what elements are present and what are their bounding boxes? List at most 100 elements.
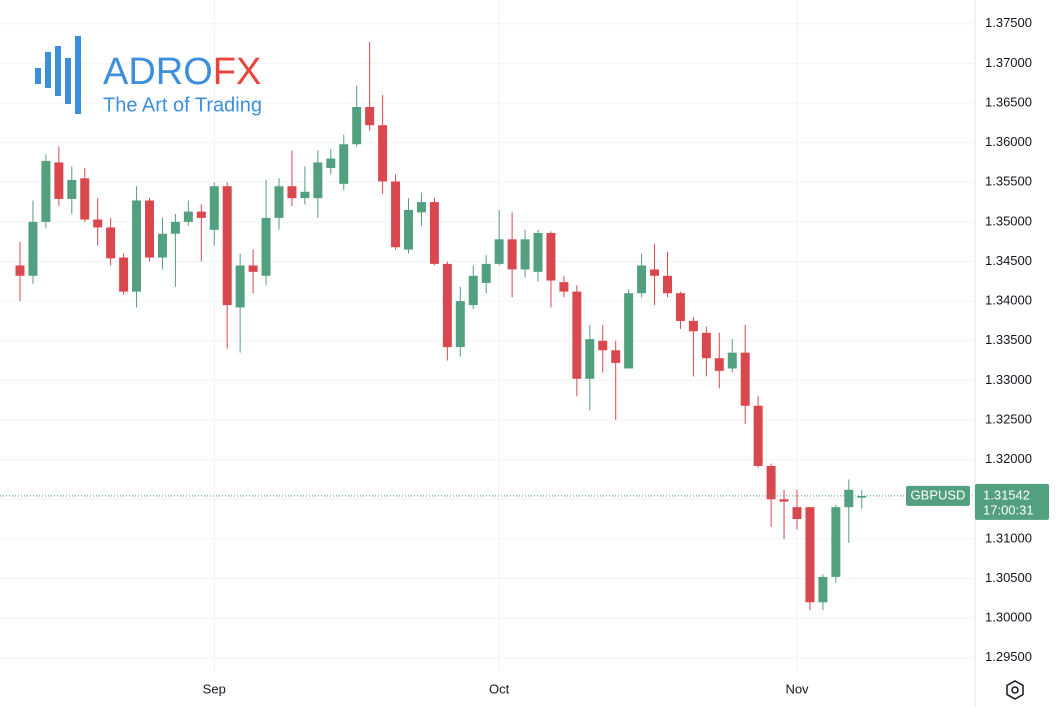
body: [429, 202, 439, 264]
candle: [727, 339, 737, 373]
candle: [145, 198, 154, 262]
body: [844, 489, 854, 508]
candle: [429, 198, 439, 266]
body: [701, 332, 711, 359]
x-tick-label: Oct: [489, 681, 510, 696]
candle: [93, 198, 103, 246]
body: [287, 186, 297, 199]
logo-bar: [65, 58, 71, 104]
body: [663, 275, 672, 294]
candle: [416, 192, 426, 226]
candle: [132, 186, 142, 308]
body: [572, 291, 582, 379]
body: [766, 465, 776, 500]
candle: [805, 507, 815, 611]
body: [157, 233, 167, 258]
price-box: [975, 483, 1049, 520]
body: [132, 200, 142, 292]
y-tick-label: 1.32000: [985, 451, 1032, 466]
candle: [533, 229, 543, 282]
y-tick-label: 1.36500: [985, 94, 1032, 109]
body: [481, 263, 491, 283]
candle: [378, 95, 388, 195]
candle: [352, 85, 362, 147]
body: [831, 507, 841, 577]
body: [248, 265, 258, 272]
candle: [365, 42, 375, 131]
candle: [650, 244, 660, 306]
body: [222, 186, 232, 306]
candle: [598, 324, 608, 373]
candle: [831, 504, 841, 583]
body: [339, 144, 349, 184]
body: [300, 191, 310, 199]
candle: [494, 210, 504, 266]
brand-a: ADRO: [103, 51, 213, 93]
candle: [442, 261, 452, 361]
candle: [209, 182, 219, 246]
y-tick-label: 1.37000: [985, 55, 1032, 70]
candle: [170, 213, 180, 287]
candle: [675, 291, 685, 329]
candle: [196, 204, 206, 262]
candle: [391, 174, 401, 250]
body: [313, 162, 323, 199]
candle: [546, 231, 556, 308]
candle: [15, 241, 25, 302]
body: [714, 358, 724, 371]
gear-center[interactable]: [1011, 686, 1019, 694]
candle: [157, 217, 167, 270]
candle: [663, 252, 672, 298]
candle: [287, 150, 297, 207]
body: [805, 507, 815, 603]
candle: [261, 179, 271, 286]
candle: [585, 324, 595, 411]
x-tick-label: Sep: [203, 681, 226, 696]
candle: [857, 489, 867, 509]
candle: [688, 316, 698, 377]
body: [41, 160, 51, 222]
candle: [313, 150, 323, 218]
body: [857, 495, 867, 498]
body: [520, 239, 530, 270]
body: [416, 202, 426, 213]
body: [494, 239, 504, 264]
candle: [520, 229, 530, 278]
body: [792, 507, 802, 520]
candle: [106, 217, 116, 266]
candle: [792, 489, 802, 530]
body: [688, 320, 698, 332]
candle: [455, 286, 465, 357]
y-tick-label: 1.29500: [985, 649, 1032, 664]
body: [818, 576, 828, 603]
body: [533, 232, 543, 272]
body: [378, 125, 388, 182]
candle: [248, 249, 258, 294]
candle: [714, 332, 724, 389]
body: [779, 499, 789, 502]
candle: [766, 463, 776, 527]
y-tick-label: 1.35000: [985, 213, 1032, 228]
body: [404, 210, 413, 250]
body: [675, 293, 685, 321]
body: [650, 269, 660, 276]
body: [507, 239, 517, 270]
body: [391, 181, 401, 248]
symbol-box: [906, 485, 970, 506]
candle: [67, 166, 77, 214]
body: [28, 221, 38, 276]
candle: [779, 489, 789, 539]
gear[interactable]: [1006, 680, 1024, 700]
settings-icon[interactable]: [1006, 680, 1024, 700]
last-price-label: 1.31542: [983, 487, 1030, 502]
y-tick-label: 1.34000: [985, 293, 1032, 308]
body: [15, 265, 25, 276]
body: [67, 179, 77, 199]
candle: [611, 340, 621, 420]
body: [598, 340, 608, 351]
logo-bar: [35, 68, 41, 84]
body: [274, 186, 284, 218]
y-tick-label: 1.31000: [985, 530, 1032, 545]
body: [740, 352, 750, 406]
